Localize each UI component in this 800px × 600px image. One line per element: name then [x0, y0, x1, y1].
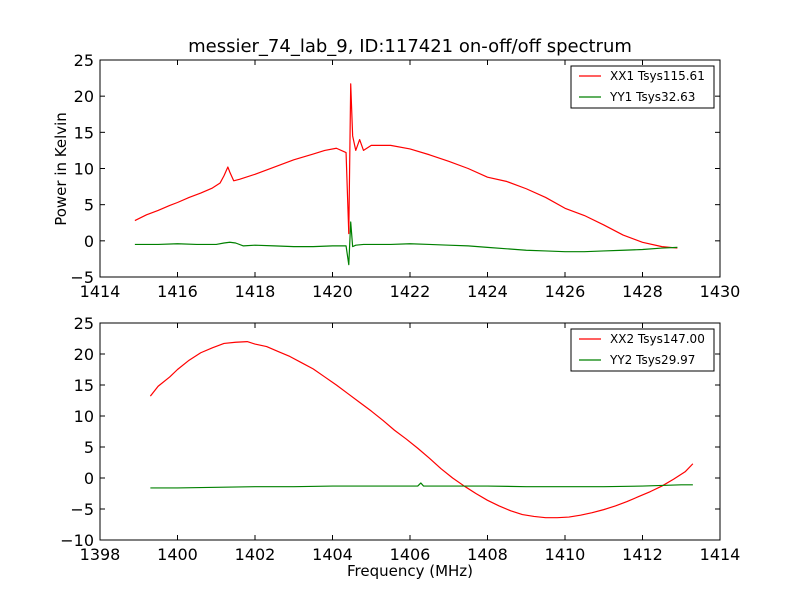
x-tick-label: 1412 [622, 545, 663, 564]
x-tick-label: 1410 [545, 545, 586, 564]
y-tick-label: −5 [70, 500, 94, 519]
x-tick-label: 1400 [157, 545, 198, 564]
series-line-xx1 [134, 83, 678, 249]
y-tick-label: 15 [74, 376, 94, 395]
y-tick-label: −10 [60, 531, 94, 550]
x-tick-label: 1428 [622, 282, 663, 301]
legend: XX1 Tsys115.61 YY1 Tsys32.63 [570, 65, 715, 109]
x-tick-label: 1404 [312, 545, 353, 564]
top-plot-panel: 1414 1416 1418 1420 1422 1424 1426 1428 1430 −5 0 5… [70, 51, 740, 301]
x-tick-label: 1426 [545, 282, 586, 301]
x-tick-label: 1420 [312, 282, 353, 301]
series-line-yy2 [150, 482, 693, 489]
y-tick-label: 0 [84, 232, 94, 251]
x-axis-label: Frequency (MHz) [347, 562, 473, 580]
series-line-yy1 [134, 221, 678, 266]
y-tick-label: 20 [74, 87, 94, 106]
y-tick-label: 10 [74, 407, 94, 426]
y-tick-label: 5 [84, 438, 94, 457]
legend-entry-label: YY1 Tsys32.63 [609, 90, 695, 104]
y-tick-label: 25 [74, 314, 94, 333]
x-tick-label: 1414 [700, 545, 741, 564]
chart-title: messier_74_lab_9, ID:117421 on-off/off s… [188, 36, 632, 57]
bottom-plot-panel: 1398 1400 1402 1404 1406 1408 1410 1412 1414 −10 −… [60, 314, 740, 564]
y-tick-label: 15 [74, 123, 94, 142]
legend-entry-label: XX1 Tsys115.61 [610, 69, 705, 83]
legend-box [570, 65, 715, 109]
y-tick-label: 20 [74, 345, 94, 364]
x-tick-label: 1402 [235, 545, 276, 564]
x-tick-label: 1430 [700, 282, 741, 301]
y-tick-label: −5 [70, 268, 94, 287]
legend-entry-label: XX2 Tsys147.00 [610, 332, 705, 346]
legend: XX2 Tsys147.00 YY2 Tsys29.97 [570, 328, 715, 372]
y-tick-label: 5 [84, 196, 94, 215]
x-tick-label: 1398 [80, 545, 121, 564]
y-axis-label: Power in Kelvin [52, 112, 70, 226]
x-tick-label: 1414 [80, 282, 121, 301]
x-tick-label: 1418 [235, 282, 276, 301]
y-tick-label: 0 [84, 469, 94, 488]
x-tick-label: 1416 [157, 282, 198, 301]
x-tick-label: 1408 [467, 545, 508, 564]
y-tick-label: 25 [74, 51, 94, 70]
y-tick-label: 10 [74, 160, 94, 179]
legend-entry-label: YY2 Tsys29.97 [609, 353, 695, 367]
x-tick-label: 1424 [467, 282, 508, 301]
x-tick-label: 1422 [390, 282, 431, 301]
legend-box [570, 328, 715, 372]
series-line-xx2 [149, 341, 694, 519]
x-tick-label: 1406 [390, 545, 431, 564]
